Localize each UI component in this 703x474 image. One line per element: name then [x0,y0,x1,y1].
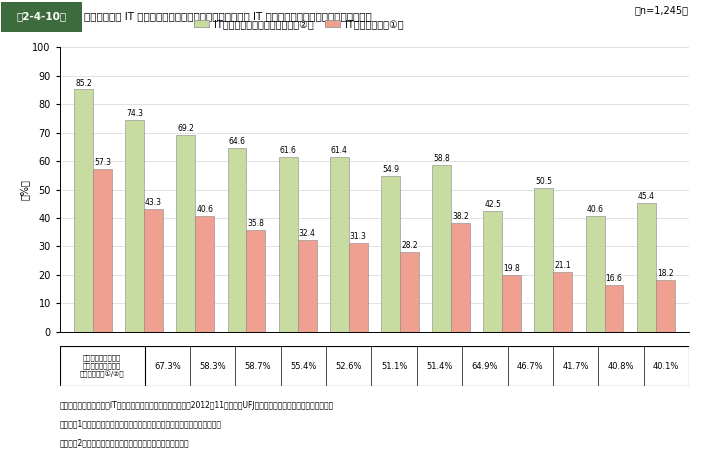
Text: 41.7%: 41.7% [562,362,589,371]
Bar [176,135,195,332]
Bar [144,209,163,332]
Text: 40.1%: 40.1% [653,362,680,371]
Bar [330,157,349,332]
Text: 40.8%: 40.8% [607,362,634,371]
Bar [400,252,419,332]
Text: 第2-4-10図: 第2-4-10図 [16,11,66,21]
Text: 50.5: 50.5 [536,177,553,186]
Text: 58.8: 58.8 [433,154,450,163]
Text: 58.3%: 58.3% [200,362,226,371]
Text: 21.1: 21.1 [555,261,571,270]
Text: 38.2: 38.2 [452,212,469,221]
Text: 43.3: 43.3 [145,198,162,207]
Text: 64.6: 64.6 [228,137,245,146]
Bar [247,230,266,332]
Bar [125,120,144,332]
Text: 42.5: 42.5 [484,200,501,209]
Bar [534,188,553,332]
Text: 58.7%: 58.7% [245,362,271,371]
Text: 2．項目の順序は、重視する経営課題に準じている。: 2．項目の順序は、重視する経営課題に準じている。 [60,438,189,447]
Text: 55.4%: 55.4% [290,362,316,371]
Text: 74.3: 74.3 [127,109,143,118]
Bar [656,280,675,332]
Text: 28.2: 28.2 [401,241,418,250]
Bar [93,169,112,332]
Bar [297,240,316,332]
Text: 32.4: 32.4 [299,228,316,237]
Text: 61.4: 61.4 [331,146,348,155]
Bar [349,243,368,332]
Text: 69.2: 69.2 [177,124,194,133]
Bar [74,90,93,332]
Text: 51.1%: 51.1% [381,362,407,371]
Legend: ITの活用が必要と考えている（②）, ITを導入した（①）: ITの活用が必要と考えている（②）, ITを導入した（①） [191,15,407,33]
Bar [278,156,297,332]
Text: 経営課題別の IT の活用が必要と考えている企業の割合と IT を導入した企業の割合（中規模企業）: 経営課題別の IT の活用が必要と考えている企業の割合と IT を導入した企業の… [84,11,372,21]
Bar [553,272,572,332]
Text: 40.6: 40.6 [586,205,604,214]
Text: （注）　1．各項目によって回答企業数（回答比率算出時の母数）は異なる。: （注） 1．各項目によって回答企業数（回答比率算出時の母数）は異なる。 [60,419,221,428]
Text: 46.7%: 46.7% [517,362,543,371]
Text: 52.6%: 52.6% [335,362,362,371]
Bar [381,176,400,332]
Text: 必要と考えている企
業のうち、導入した
企業の割合（①/②）: 必要と考えている企 業のうち、導入した 企業の割合（①/②） [80,355,124,378]
Text: （n=1,245）: （n=1,245） [635,5,689,16]
Text: 67.3%: 67.3% [154,362,181,371]
Y-axis label: （%）: （%） [20,179,30,200]
Bar [195,216,214,332]
Text: 45.4: 45.4 [638,191,654,201]
Text: 40.6: 40.6 [196,205,213,214]
Bar [228,148,247,332]
Text: 61.6: 61.6 [280,146,297,155]
Text: 57.3: 57.3 [94,158,111,167]
Text: 18.2: 18.2 [657,269,673,278]
Bar [451,223,470,332]
Text: 16.6: 16.6 [605,273,622,283]
Text: 51.4%: 51.4% [426,362,453,371]
Text: 64.9%: 64.9% [472,362,498,371]
Text: 54.9: 54.9 [382,164,399,173]
Bar [637,203,656,332]
Bar [605,284,624,332]
Bar [586,216,605,332]
Bar [1,2,82,31]
Text: 資料：中小企業庁委託「ITの活用に関するアンケート調査」（2012年11月、三菱UFJリサーチ＆コンサルティング（株））: 資料：中小企業庁委託「ITの活用に関するアンケート調査」（2012年11月、三菱… [60,401,334,410]
Text: 19.8: 19.8 [503,264,520,273]
Bar [502,275,521,332]
Bar [483,211,502,332]
Text: 35.8: 35.8 [247,219,264,228]
Text: 31.3: 31.3 [350,232,367,241]
Text: 85.2: 85.2 [75,79,92,88]
Bar [432,164,451,332]
